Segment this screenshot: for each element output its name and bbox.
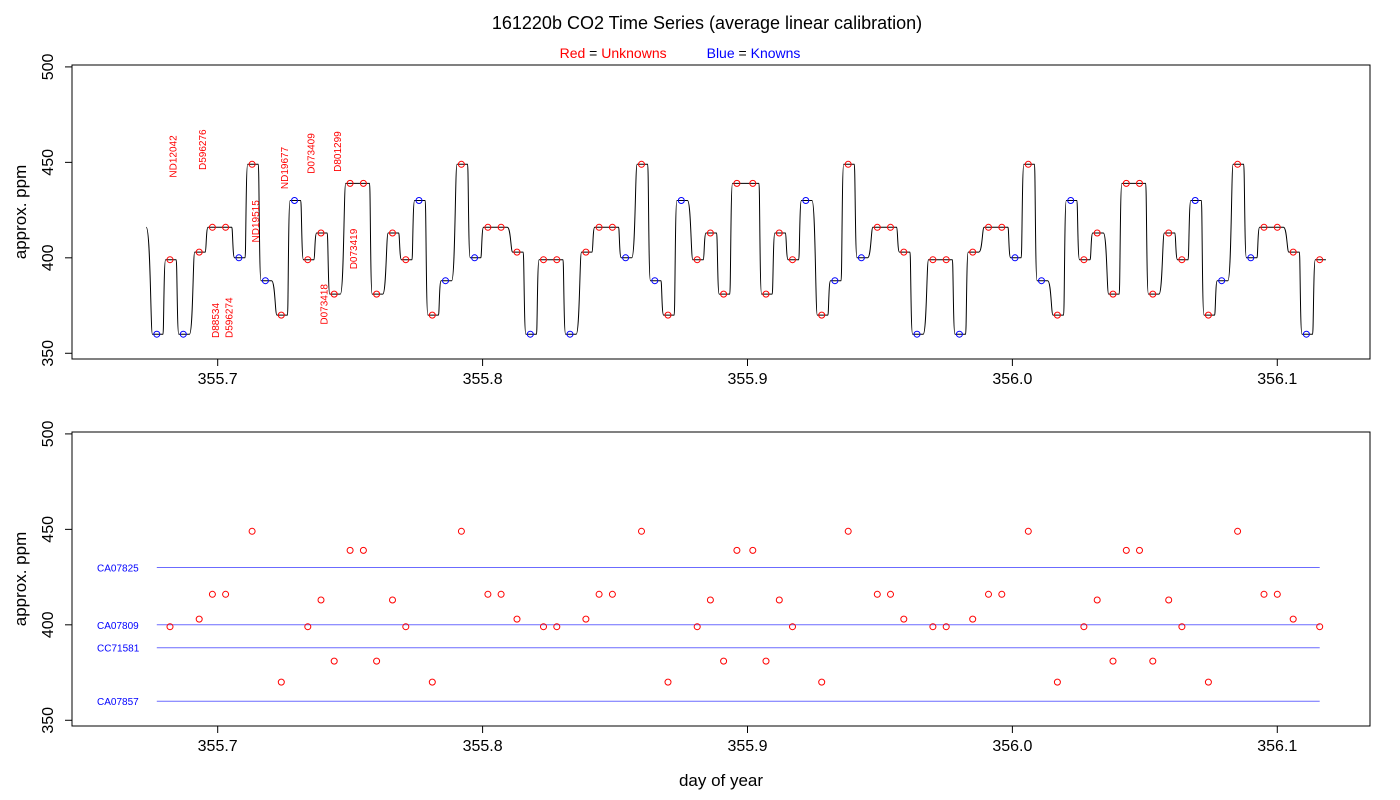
unknown-sample-point (347, 547, 353, 553)
y-tick-label: 500 (40, 53, 57, 80)
unknown-sample-point (874, 591, 880, 597)
unknown-sample-point (498, 591, 504, 597)
unknown-sample-point (1054, 679, 1060, 685)
unknown-sample-point (1166, 597, 1172, 603)
unknown-sample-point (209, 591, 215, 597)
unknown-sample-point (999, 591, 1005, 597)
x-tick-label: 355.7 (198, 738, 238, 755)
x-tick-label: 356.1 (1257, 738, 1297, 755)
unknown-sample-point (1261, 591, 1267, 597)
unknown-sample-point (639, 528, 645, 534)
chart-title: 161220b CO2 Time Series (average linear … (492, 13, 922, 33)
unknown-sample-point (390, 597, 396, 603)
bottom-panel-scatter: 355.7 355.8 355.9 356.0 356.1 350 400 450 500 app… (11, 420, 1370, 790)
standard-name-label: CA07825 (97, 564, 139, 575)
top-panel-time-series: 355.7 355.8 355.9 356.0 356.1 350 400 450 500 app… (11, 53, 1370, 388)
unknown-sample-point (583, 616, 589, 622)
unknown-sample-point (970, 616, 976, 622)
unknown-sample-point (986, 591, 992, 597)
chart-legend: Red = Unknowns Blue = Knowns (560, 45, 801, 61)
sample-id-label: D073409 (306, 133, 317, 174)
x-tick-label: 355.9 (727, 371, 767, 388)
y-axis-label: approx. ppm (11, 165, 30, 260)
unknown-sample-point (1235, 528, 1241, 534)
unknown-sample-point (845, 528, 851, 534)
plot-frame (72, 65, 1370, 359)
unknown-sample-point (1123, 547, 1129, 553)
sample-id-label: ND19515 (251, 200, 262, 243)
sample-id-label: ND12042 (169, 135, 180, 178)
legend-knowns-label: Knowns (751, 45, 801, 61)
sample-id-label: ND19677 (280, 146, 291, 189)
sample-id-label: D596274 (224, 297, 235, 338)
sample-id-label: D073418 (320, 284, 331, 325)
unknown-sample-point (763, 658, 769, 664)
unknown-sample-point (609, 591, 615, 597)
unknown-sample-point (665, 679, 671, 685)
y-tick-label: 350 (40, 340, 57, 367)
unknown-sample-point (485, 591, 491, 597)
unknown-sample-point (901, 616, 907, 622)
unknown-sample-point (750, 547, 756, 553)
unknown-sample-point (888, 591, 894, 597)
unknown-sample-point (721, 658, 727, 664)
unknown-sample-point (1274, 591, 1280, 597)
x-tick-label: 356.1 (1257, 371, 1297, 388)
unknown-sample-point (318, 597, 324, 603)
unknown-sample-point (278, 679, 284, 685)
unknown-sample-point (1110, 658, 1116, 664)
standard-name-label: CA07809 (97, 621, 139, 632)
unknown-sample-point (1290, 616, 1296, 622)
unknown-sample-point (331, 658, 337, 664)
unknown-sample-point (429, 679, 435, 685)
y-tick-label: 350 (40, 707, 57, 734)
unknown-sample-point (819, 679, 825, 685)
x-tick-label: 355.8 (463, 738, 503, 755)
unknown-sample-point (249, 528, 255, 534)
plot-frame (72, 432, 1370, 726)
unknown-sample-point (1025, 528, 1031, 534)
x-tick-label: 355.7 (198, 371, 238, 388)
sample-id-label: D073419 (349, 228, 360, 269)
x-tick-label: 355.9 (727, 738, 767, 755)
x-tick-label: 356.0 (992, 738, 1032, 755)
unknown-sample-point (1150, 658, 1156, 664)
sample-id-label: D596276 (198, 129, 209, 170)
sample-id-label: D801299 (333, 131, 344, 172)
unknown-sample-point (223, 591, 229, 597)
sample-id-label: D88534 (211, 303, 222, 338)
x-axis-label: day of year (679, 771, 763, 790)
y-axis-label: approx. ppm (11, 532, 30, 627)
y-tick-label: 450 (40, 516, 57, 543)
x-tick-label: 355.8 (463, 371, 503, 388)
unknown-sample-point (360, 547, 366, 553)
standard-name-label: CC71581 (97, 644, 140, 655)
legend-unknowns-label: Unknowns (601, 45, 666, 61)
standard-name-label: CA07857 (97, 697, 139, 708)
unknown-sample-point (1205, 679, 1211, 685)
y-tick-label: 500 (40, 420, 57, 447)
unknown-sample-point (734, 547, 740, 553)
y-tick-label: 400 (40, 244, 57, 271)
y-tick-label: 400 (40, 611, 57, 638)
y-tick-label: 450 (40, 149, 57, 176)
legend-unknowns-color: Red (560, 45, 586, 61)
unknown-sample-point (707, 597, 713, 603)
x-tick-label: 356.0 (992, 371, 1032, 388)
legend-unknowns-eq: = (585, 45, 601, 61)
unknown-sample-point (596, 591, 602, 597)
legend-knowns-color: Blue (707, 45, 735, 61)
legend-knowns-eq: = (735, 45, 751, 61)
unknown-sample-point (374, 658, 380, 664)
unknown-sample-point (1137, 547, 1143, 553)
unknown-sample-point (514, 616, 520, 622)
unknown-sample-point (1094, 597, 1100, 603)
unknown-sample-point (776, 597, 782, 603)
unknown-sample-point (196, 616, 202, 622)
unknown-sample-point (458, 528, 464, 534)
